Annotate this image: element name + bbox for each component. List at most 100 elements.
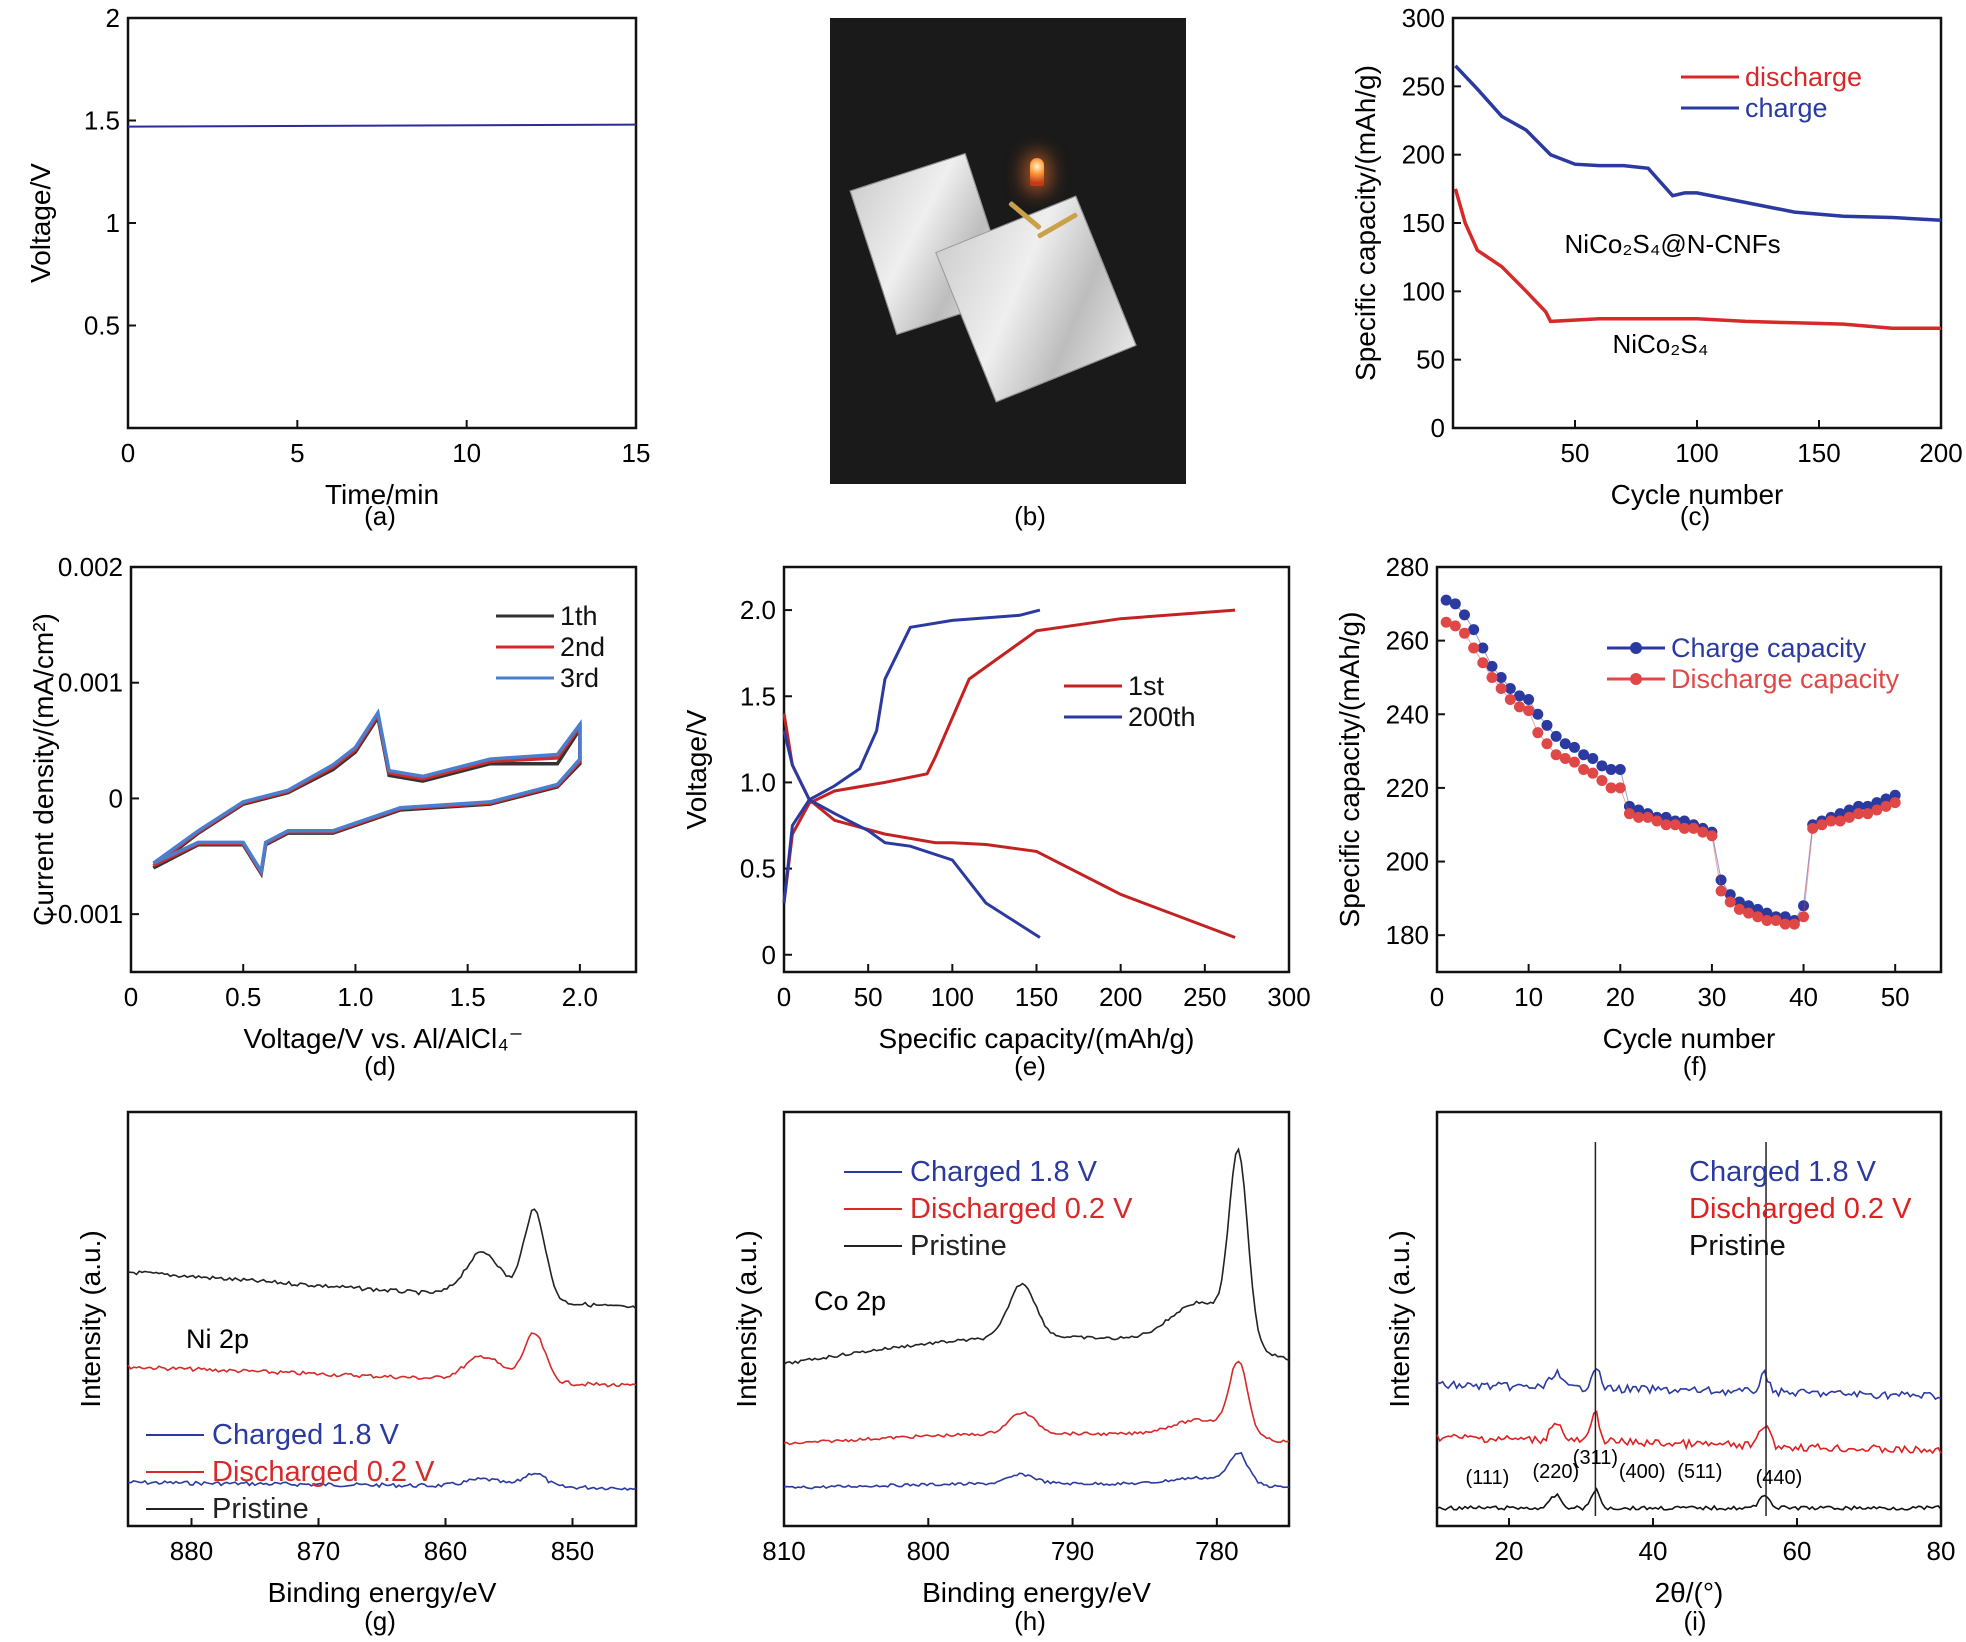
plot-frame <box>126 1110 638 1528</box>
data-point <box>1853 808 1865 820</box>
y-axis-label: Voltage/V <box>681 709 712 829</box>
data-point <box>1541 738 1553 750</box>
x-tick-label: 250 <box>1183 982 1226 1012</box>
data-point <box>1486 671 1498 683</box>
panel-label: (c) <box>1680 501 1710 531</box>
x-tick-label: 50 <box>854 982 883 1012</box>
photo-panel-b <box>830 18 1186 484</box>
x-tick-label: 150 <box>1015 982 1058 1012</box>
data-point <box>1477 657 1489 669</box>
chart-h: 810 800 790 780 Binding energy/eV Intensity (… <box>731 1110 1291 1608</box>
x-tick-label: 0 <box>777 982 791 1012</box>
data-point <box>1587 752 1599 764</box>
x-axis-label: Binding energy/eV <box>922 1577 1151 1608</box>
data-point <box>1468 624 1480 636</box>
data-point <box>1513 690 1525 702</box>
x-axis-label: Voltage/V vs. Al/AlCl₄⁻ <box>244 1023 524 1054</box>
series-line-1st <box>782 713 1236 939</box>
annotation: NiCo₂S₄ <box>1612 329 1708 359</box>
plot-frame <box>1435 1110 1943 1528</box>
annotation: Ni 2p <box>186 1324 249 1354</box>
y-tick-label: 0.5 <box>740 854 776 884</box>
x-tick-label: 0 <box>1430 982 1444 1012</box>
y-tick-label: 2.0 <box>740 595 776 625</box>
x-tick-label: 790 <box>1051 1536 1094 1566</box>
peak-label: (440) <box>1756 1467 1803 1489</box>
data-point <box>1486 660 1498 672</box>
plot-frame <box>1435 565 1943 974</box>
chart-e: 0 50 100 150 200 250 300 0 0.5 1.0 1.5 2.0 Specific … <box>681 565 1311 1054</box>
data-point <box>1614 764 1626 775</box>
x-tick-label: 10 <box>1514 982 1543 1012</box>
y-axis-label: Intensity (a.u.) <box>1384 1230 1415 1407</box>
data-point <box>1788 918 1800 930</box>
x-tick-label: 100 <box>931 982 974 1012</box>
data-point <box>1779 918 1791 930</box>
x-tick-label: 40 <box>1639 1536 1668 1566</box>
data-point <box>1596 775 1608 787</box>
data-point <box>1743 907 1755 919</box>
y-axis-label: Intensity (a.u.) <box>731 1230 762 1407</box>
y-tick-label: 150 <box>1402 208 1445 238</box>
chart-c: 50 100 150 200 0 50 100 150 200 250 300 Cycle numbe… <box>1350 3 1963 510</box>
legend-marker <box>1630 673 1642 685</box>
data-point <box>1605 764 1617 775</box>
data-point <box>1880 800 1892 812</box>
legend-label: Discharged 0.2 V <box>212 1456 435 1488</box>
chart-i: 20 40 60 80 2θ/(°) Intensity (a.u.) (111) (220)… <box>1384 1110 1956 1608</box>
data-point <box>1440 616 1452 628</box>
y-tick-label: 0 <box>109 783 123 813</box>
peak-label: (400) <box>1619 1461 1666 1483</box>
y-axis-label: Specific capacity/(mAh/g) <box>1350 65 1381 381</box>
plot-frame <box>1451 16 1943 430</box>
data-point <box>1843 811 1855 823</box>
data-point <box>1715 885 1727 897</box>
series-line-discharge <box>1453 188 1941 330</box>
annotation: Co 2p <box>814 1286 886 1316</box>
legend-label: charge <box>1745 93 1828 123</box>
data-point <box>1532 727 1544 739</box>
legend-label: 1st <box>1128 671 1165 701</box>
legend-label: Charged 1.8 V <box>910 1156 1098 1188</box>
spectrum-line-Discharged 0.2 V <box>127 1332 637 1388</box>
legend-label: Pristine <box>1689 1230 1786 1262</box>
data-point <box>1752 911 1764 923</box>
spectrum-line-Discharged 0.2 V <box>1436 1410 1942 1455</box>
data-point <box>1733 903 1745 915</box>
y-tick-label: 180 <box>1386 920 1429 950</box>
x-tick-label: 880 <box>170 1536 213 1566</box>
x-tick-label: 20 <box>1606 982 1635 1012</box>
data-point <box>1798 900 1810 912</box>
legend-label: Pristine <box>212 1493 309 1525</box>
y-tick-label: 0.5 <box>84 311 120 341</box>
x-tick-label: 50 <box>1561 438 1590 468</box>
legend-marker <box>1630 642 1642 654</box>
y-tick-label: 200 <box>1402 140 1445 170</box>
x-tick-label: 150 <box>1797 438 1840 468</box>
data-point <box>1871 804 1883 816</box>
x-tick-label: 800 <box>907 1536 950 1566</box>
y-axis-label: Specific capacity/(mAh/g) <box>1334 612 1365 928</box>
data-point <box>1541 719 1553 731</box>
data-point <box>1834 815 1846 827</box>
data-point <box>1633 811 1645 823</box>
data-point <box>1651 815 1663 827</box>
data-point <box>1724 896 1736 908</box>
x-axis-label: Cycle number <box>1611 479 1784 510</box>
series-line-1st <box>782 608 1236 904</box>
data-point <box>1550 730 1562 742</box>
x-tick-label: 15 <box>622 438 651 468</box>
data-point <box>1495 683 1507 694</box>
peak-label: (111) <box>1466 1467 1510 1489</box>
data-point <box>1596 760 1608 772</box>
y-tick-label: 2 <box>106 3 120 33</box>
y-tick-label: 260 <box>1386 626 1429 656</box>
plot-frame <box>126 16 638 430</box>
annotation: NiCo₂S₄@N-CNFs <box>1565 229 1781 259</box>
legend-label: Discharged 0.2 V <box>1689 1193 1912 1225</box>
y-tick-label: 300 <box>1402 3 1445 33</box>
panel-label: (b) <box>1014 501 1046 531</box>
x-tick-label: 20 <box>1495 1536 1524 1566</box>
x-tick-label: 80 <box>1927 1536 1956 1566</box>
y-tick-label: 240 <box>1386 699 1429 729</box>
